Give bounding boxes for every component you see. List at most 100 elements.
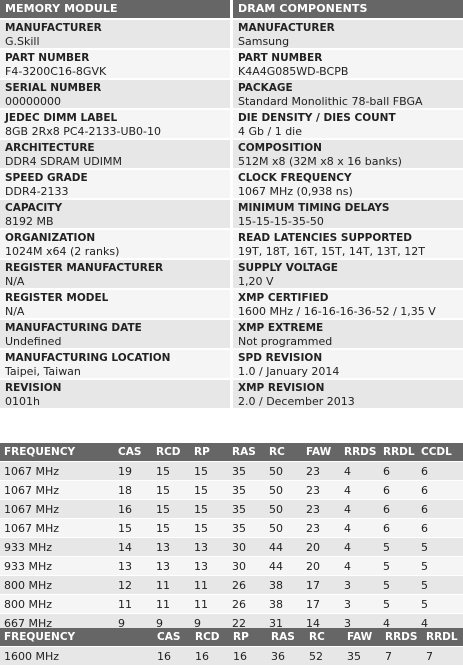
table-cell: 19 [114,461,152,481]
table-cell: 13 [114,556,152,576]
info-label: REVISION [5,382,62,394]
table-cell: 933 MHz [0,537,114,557]
dram-info-row: COMPOSITION 512M x8 (32M x8 x 16 banks) [233,138,463,168]
column-header: RC [305,628,343,647]
info-label: PART NUMBER [5,52,90,64]
table-row: 667 MHz 9 9 9 22 31 14 3 4 4 [0,613,463,632]
dram-info-row: CLOCK FREQUENCY 1067 MHz (0,938 ns) [233,168,463,198]
table-cell: 16 [114,499,152,519]
table-cell: 15 [190,461,228,481]
table-row: 1600 MHz 16 16 16 36 52 35 7 7 [0,646,463,665]
table-cell: 6 [417,499,463,519]
info-value: N/A [5,305,25,318]
table-cell: 4 [379,613,417,632]
column-header: RCD [152,443,190,462]
table-cell: 6 [379,518,417,538]
table-cell: 1067 MHz [0,480,114,500]
info-value: 0101h [5,395,40,408]
table-cell: 4 [340,518,379,538]
table-cell: 6 [379,480,417,500]
table-cell: 35 [228,499,265,519]
info-label: ORGANIZATION [5,232,96,244]
table-cell: 15 [152,518,190,538]
memory-module-column: MEMORY MODULE MANUFACTURER G.Skill PART NU… [0,0,230,408]
table-cell: 18 [114,480,152,500]
dram-info-row: XMP REVISION 2.0 / December 2013 [233,378,463,408]
dram-info-row: DIE DENSITY / DIES COUNT 4 Gb / 1 die [233,108,463,138]
info-label: MANUFACTURER [5,22,102,34]
table-cell: 11 [190,575,228,595]
table-row: 1067 MHz 15 15 15 35 50 23 4 6 6 [0,518,463,538]
info-label: XMP REVISION [238,382,325,394]
table-cell: 38 [265,594,302,614]
column-header: RRDL [422,628,463,647]
info-label: READ LATENCIES SUPPORTED [238,232,412,244]
table-cell: 1067 MHz [0,499,114,519]
info-label: DIE DENSITY / DIES COUNT [238,112,396,124]
info-value: 1067 MHz (0,938 ns) [238,185,353,198]
table-cell: 7 [381,646,422,665]
table-cell: 3 [340,613,379,632]
table-cell: 4 [340,461,379,481]
table-cell: 23 [302,499,340,519]
table-cell: 5 [379,537,417,557]
column-header: RCD [191,628,229,647]
table-cell: 44 [265,537,302,557]
table-cell: 35 [228,480,265,500]
info-value: G.Skill [5,35,40,48]
table-cell: 9 [190,613,228,632]
table-cell: 11 [114,594,152,614]
dram-info-row: SUPPLY VOLTAGE 1,20 V [233,258,463,288]
table-cell: 5 [379,575,417,595]
table-row: 1067 MHz 19 15 15 35 50 23 4 6 6 [0,461,463,481]
table-cell: 15 [190,499,228,519]
info-value: DDR4-2133 [5,185,69,198]
table-cell: 16 [229,646,267,665]
info-label: SPEED GRADE [5,172,88,184]
dram-components-column: DRAM COMPONENTS MANUFACTURER Samsung PART … [233,0,463,408]
table-cell: 36 [267,646,305,665]
table-cell: 50 [265,461,302,481]
column-header: FREQUENCY [0,443,114,462]
table-cell: 6 [379,461,417,481]
info-label: MANUFACTURING LOCATION [5,352,171,364]
xmp-header-row: FREQUENCY CAS RCD RP RAS RC FAW RRDS RRDL [0,628,463,647]
table-cell: 52 [305,646,343,665]
table-cell: 14 [302,613,340,632]
dram-info-row: PACKAGE Standard Monolithic 78-ball FBGA [233,78,463,108]
table-cell: 6 [379,499,417,519]
table-cell: 800 MHz [0,594,114,614]
info-label: XMP CERTIFIED [238,292,329,304]
info-value: 4 Gb / 1 die [238,125,303,138]
info-value: 1.0 / January 2014 [238,365,340,378]
column-header: RAS [228,443,265,462]
table-cell: 13 [190,537,228,557]
info-value: 19T, 18T, 16T, 15T, 14T, 13T, 12T [238,245,425,258]
info-label: MANUFACTURER [238,22,335,34]
table-cell: 17 [302,575,340,595]
info-label: JEDEC DIMM LABEL [5,112,118,124]
dram-info-row: MANUFACTURER Samsung [233,18,463,48]
info-label: MANUFACTURING DATE [5,322,142,334]
info-label: COMPOSITION [238,142,322,154]
xmp-timings-table: FREQUENCY CAS RCD RP RAS RC FAW RRDS RRDL 1600 M… [0,628,463,665]
info-value: Undefined [5,335,62,348]
table-cell: 11 [152,575,190,595]
jedec-header-row: FREQUENCY CAS RCD RP RAS RC FAW RRDS RRDL CCDL [0,443,463,462]
info-label: ARCHITECTURE [5,142,95,154]
table-cell: 3 [340,575,379,595]
dram-info-row: MINIMUM TIMING DELAYS 15-15-15-35-50 [233,198,463,228]
info-label: PACKAGE [238,82,293,94]
table-cell: 3 [340,594,379,614]
table-row: 1067 MHz 16 15 15 35 50 23 4 6 6 [0,499,463,519]
jedec-timings-table: FREQUENCY CAS RCD RP RAS RC FAW RRDS RRDL CCDL 10… [0,443,463,632]
table-cell: 1600 MHz [0,646,153,665]
table-cell: 4 [340,556,379,576]
column-header: RP [190,443,228,462]
table-cell: 20 [302,537,340,557]
info-value: Standard Monolithic 78-ball FBGA [238,95,423,108]
table-cell: 35 [228,518,265,538]
table-cell: 6 [417,480,463,500]
memory-module-header: MEMORY MODULE [0,0,230,18]
table-cell: 11 [190,594,228,614]
